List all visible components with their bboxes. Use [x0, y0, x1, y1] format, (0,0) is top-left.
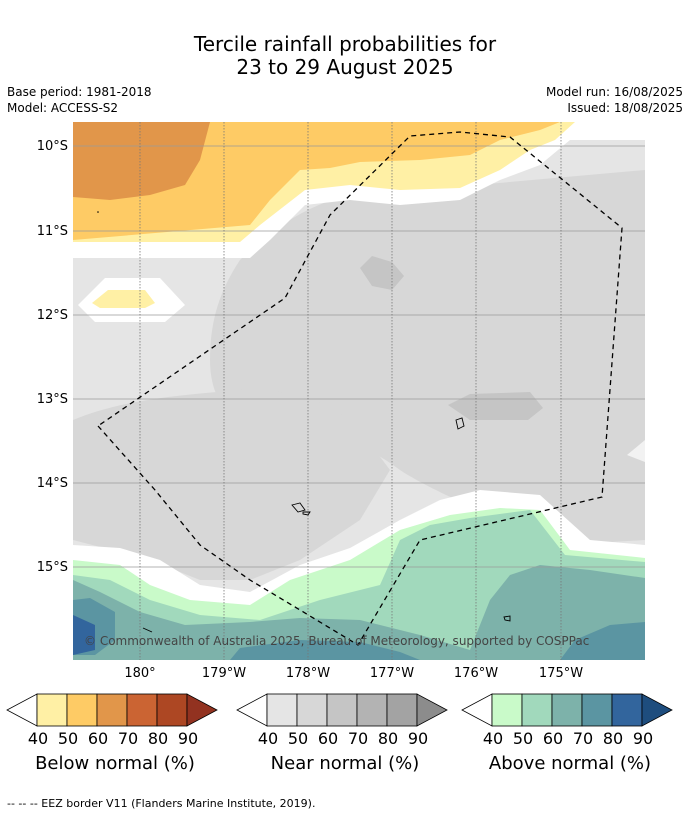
- tick-label: 70: [572, 729, 594, 748]
- lon-label: 179°W: [201, 666, 247, 681]
- below-normal-40-patch: [92, 290, 155, 308]
- tick-label: 50: [57, 729, 79, 748]
- above-normal-80-region: [73, 615, 95, 655]
- colorbar-extend-low: [6, 693, 38, 727]
- island-outline: [302, 511, 311, 516]
- colorbar-below-normal: [6, 693, 218, 727]
- lon-label: 178°W: [285, 666, 331, 681]
- colorbar-above-normal: [461, 693, 673, 727]
- above-normal-70-region: [560, 622, 645, 660]
- model-run: Model run: 16/08/2025: [545, 85, 683, 99]
- tick-label: 50: [287, 729, 309, 748]
- colorbar-swatch: [266, 693, 298, 727]
- colorbar-swatch: [296, 693, 328, 727]
- footer-note: -- -- -- EEZ border V11 (Flanders Marine…: [7, 797, 316, 810]
- colorbar-swatch: [96, 693, 128, 727]
- reef-outline: [142, 627, 153, 633]
- tick-label: 60: [542, 729, 564, 748]
- tick-label: 80: [602, 729, 624, 748]
- colorbar-swatch: [521, 693, 553, 727]
- tick-label: 70: [347, 729, 369, 748]
- tick-label: 90: [177, 729, 199, 748]
- near-normal-60-patch: [360, 256, 404, 290]
- issued-date: Issued: 18/08/2025: [567, 101, 683, 115]
- near-normal-50-region-south: [73, 389, 390, 580]
- legend-title-above: Above normal (%): [488, 753, 652, 774]
- island-outline: [291, 502, 306, 513]
- rainfall-map: [73, 122, 645, 660]
- colorbar-swatch: [551, 693, 583, 727]
- colorbar-swatch: [126, 693, 158, 727]
- tick-label: 90: [407, 729, 429, 748]
- colorbar-swatch: [356, 693, 388, 727]
- colorbar-swatch: [611, 693, 643, 727]
- island-outline: [503, 615, 511, 622]
- lat-label: 11°S: [36, 224, 68, 239]
- legend-title-near: Near normal (%): [270, 753, 420, 774]
- latitude-gridlines: [73, 145, 645, 568]
- chart-title-line1: Tercile rainfall probabilities for: [193, 32, 497, 56]
- tick-label: 80: [377, 729, 399, 748]
- model-name: Model: ACCESS-S2: [7, 101, 119, 115]
- colorbar-extend-high: [416, 693, 448, 727]
- tick-label: 90: [632, 729, 654, 748]
- tick-label: 60: [317, 729, 339, 748]
- colorbar-swatch: [326, 693, 358, 727]
- lon-label: 180°: [124, 666, 156, 681]
- colorbar-swatch: [156, 693, 188, 727]
- copyright-credit: © Commonwealth of Australia 2025, Bureau…: [84, 634, 590, 648]
- lat-label: 10°S: [36, 139, 68, 154]
- colorbar-near-normal: [236, 693, 448, 727]
- colorbar-swatch: [36, 693, 68, 727]
- chart-title-line2: 23 to 29 August 2025: [236, 55, 454, 79]
- colorbar-extend-low: [236, 693, 268, 727]
- white-patch: [627, 440, 645, 462]
- colorbar-extend-high: [186, 693, 218, 727]
- lat-label: 14°S: [36, 476, 68, 491]
- above-normal-60-region: [73, 565, 645, 660]
- above-normal-70-region: [230, 640, 420, 660]
- base-period: Base period: 1981-2018: [7, 85, 152, 99]
- longitude-gridlines: [139, 122, 562, 660]
- eez-border: [97, 131, 623, 646]
- island-dot: [97, 211, 99, 213]
- colorbar-swatch: [66, 693, 98, 727]
- tick-label: 40: [482, 729, 504, 748]
- tick-label: 50: [512, 729, 534, 748]
- near-normal-50-region: [210, 170, 645, 545]
- lon-label: 177°W: [369, 666, 415, 681]
- colorbar-swatch: [581, 693, 613, 727]
- tick-label: 40: [257, 729, 279, 748]
- below-normal-60-region: [73, 122, 210, 200]
- lon-label: 175°W: [538, 666, 584, 681]
- tick-label: 70: [117, 729, 139, 748]
- tick-label: 80: [147, 729, 169, 748]
- island-outline: [455, 417, 465, 430]
- tick-label: 60: [87, 729, 109, 748]
- colorbar-swatch: [386, 693, 418, 727]
- lat-label: 12°S: [36, 308, 68, 323]
- lat-label: 15°S: [36, 560, 68, 575]
- colorbar-extend-high: [641, 693, 673, 727]
- tick-label: 40: [27, 729, 49, 748]
- legend-title-below: Below normal (%): [35, 753, 195, 774]
- lat-label: 13°S: [36, 392, 68, 407]
- colorbar-extend-low: [461, 693, 493, 727]
- colorbar-swatch: [491, 693, 523, 727]
- lon-label: 176°W: [453, 666, 499, 681]
